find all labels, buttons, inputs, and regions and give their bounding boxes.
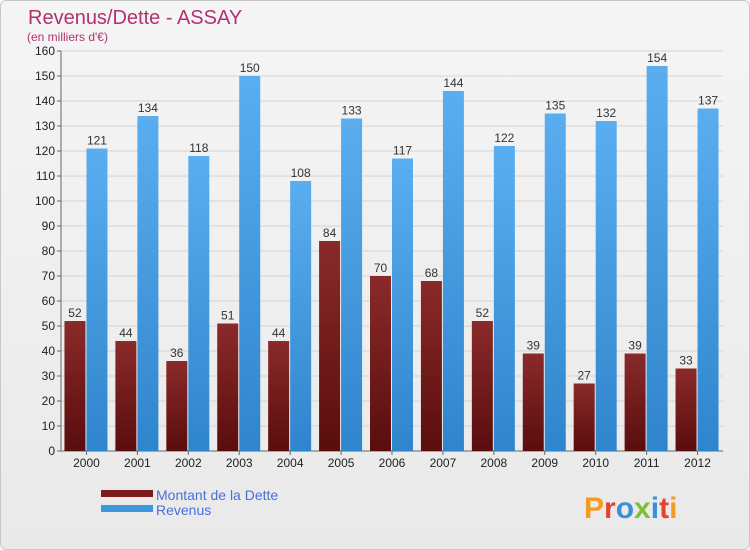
legend-swatch-revenus — [101, 505, 153, 512]
chart-subtitle: (en milliers d'€) — [27, 30, 108, 44]
value-label-dette: 27 — [578, 369, 592, 383]
bar-revenus — [544, 113, 566, 451]
value-label-revenus: 108 — [291, 166, 311, 180]
value-label-dette: 52 — [476, 306, 490, 320]
y-tick-label: 120 — [35, 144, 55, 158]
value-label-revenus: 150 — [240, 61, 260, 75]
y-tick-label: 140 — [35, 94, 55, 108]
bar-dette — [624, 353, 646, 451]
value-label-revenus: 132 — [596, 106, 616, 120]
bar-dette — [370, 276, 391, 451]
x-tick-label: 2002 — [175, 456, 202, 470]
bar-dette — [522, 353, 544, 451]
legend-swatch-dette — [101, 490, 153, 497]
x-tick-label: 2005 — [328, 456, 355, 470]
x-tick-label: 2001 — [124, 456, 151, 470]
legend: Montant de la Dette Revenus — [101, 487, 278, 518]
bar-revenus — [697, 108, 719, 451]
x-tick-label: 2007 — [430, 456, 457, 470]
value-label-revenus: 135 — [545, 99, 565, 113]
value-label-dette: 51 — [221, 309, 235, 323]
x-tick-label: 2004 — [277, 456, 304, 470]
y-tick-label: 160 — [35, 44, 55, 58]
logo-text: Proxiti — [584, 492, 677, 525]
value-label-dette: 39 — [527, 339, 541, 353]
y-tick-label: 40 — [42, 344, 56, 358]
bar-dette — [471, 321, 493, 451]
y-tick-label: 0 — [48, 444, 55, 458]
x-tick-label: 2010 — [582, 456, 609, 470]
bar-revenus — [239, 76, 261, 451]
bar-dette — [675, 368, 697, 451]
y-tick-label: 30 — [42, 369, 56, 383]
y-tick-label: 70 — [42, 269, 56, 283]
value-label-revenus: 117 — [393, 144, 412, 158]
bar-dette — [166, 361, 188, 451]
y-tick-label: 10 — [42, 419, 56, 433]
y-axis: 0 10 20 30 40 50 60 70 80 90 100 110 120 130 140 150 160 — [35, 44, 55, 458]
value-label-dette: 52 — [68, 306, 82, 320]
value-label-revenus: 118 — [189, 141, 208, 155]
x-tick-label: 2011 — [634, 456, 660, 470]
bar-revenus — [86, 148, 108, 451]
value-label-revenus: 137 — [698, 94, 718, 108]
x-tick-label: 2003 — [226, 456, 253, 470]
value-label-revenus: 144 — [443, 76, 463, 90]
legend-label-dette: Montant de la Dette — [156, 487, 278, 503]
x-tick-label: 2012 — [684, 456, 711, 470]
bar-revenus — [137, 116, 159, 451]
value-label-revenus: 121 — [87, 134, 107, 148]
value-label-dette: 84 — [323, 226, 337, 240]
y-tick-label: 90 — [42, 219, 56, 233]
value-label-revenus: 154 — [647, 51, 667, 65]
value-label-dette: 44 — [272, 326, 286, 340]
legend-label-revenus: Revenus — [156, 502, 211, 518]
bar-dette — [64, 321, 86, 451]
y-tick-label: 50 — [42, 319, 56, 333]
bar-revenus — [493, 146, 515, 451]
value-label-dette: 39 — [628, 339, 642, 353]
value-label-dette: 70 — [374, 261, 388, 275]
bar-dette — [268, 341, 290, 451]
y-tick-label: 100 — [35, 194, 55, 208]
bars: 52 121 44 134 36 118 51 150 44 108 84 133 70 117 68 144… — [64, 51, 719, 451]
y-tick-label: 80 — [42, 244, 56, 258]
x-tick-label: 2006 — [379, 456, 406, 470]
y-tick-label: 20 — [42, 394, 56, 408]
bar-dette — [115, 341, 137, 451]
x-tick-label: 2008 — [480, 456, 507, 470]
bar-revenus — [646, 66, 668, 451]
proxiti-logo: Proxiti — [584, 492, 677, 525]
bar-dette — [217, 323, 239, 451]
value-label-dette: 33 — [679, 354, 693, 368]
bar-dette — [573, 383, 595, 451]
y-tick-label: 60 — [42, 294, 56, 308]
value-label-revenus: 133 — [342, 104, 362, 118]
value-label-dette: 36 — [170, 346, 184, 360]
value-label-revenus: 122 — [494, 131, 514, 145]
bar-dette — [420, 281, 442, 451]
value-label-revenus: 134 — [138, 101, 158, 115]
bar-revenus — [341, 118, 363, 451]
value-label-dette: 44 — [119, 326, 133, 340]
bar-dette — [319, 241, 341, 451]
bar-revenus — [290, 181, 312, 451]
y-tick-label: 130 — [35, 119, 55, 133]
value-label-dette: 68 — [425, 266, 439, 280]
chart-title: Revenus/Dette - ASSAY — [28, 7, 242, 29]
y-tick-label: 150 — [35, 69, 55, 83]
x-tick-label: 2009 — [531, 456, 558, 470]
x-axis: 2000 2001 2002 2003 2004 2005 2006 2007 2008 2009… — [73, 451, 711, 470]
x-tick-label: 2000 — [73, 456, 100, 470]
bar-revenus — [442, 91, 464, 451]
y-tick-label: 110 — [36, 169, 55, 183]
bar-revenus — [188, 156, 210, 451]
bar-revenus — [595, 121, 617, 451]
bar-revenus — [392, 158, 413, 451]
